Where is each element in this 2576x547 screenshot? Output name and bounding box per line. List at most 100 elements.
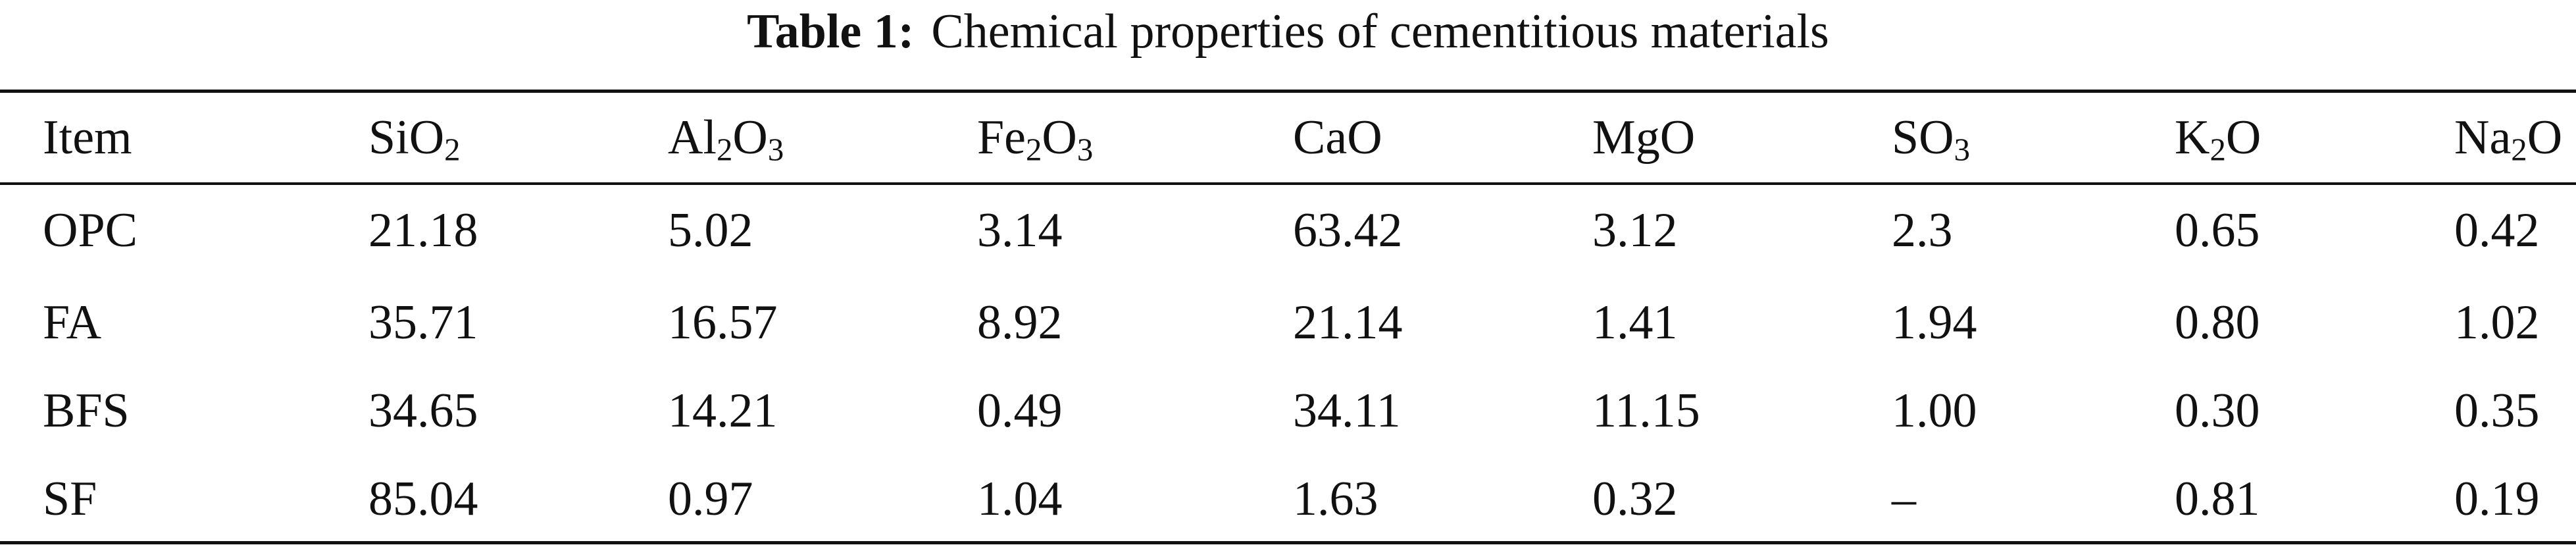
cell-value: 1.41 [1592,295,1678,350]
cell-value: 16.57 [668,295,778,350]
table-row: BFS 34.65 14.21 0.49 34.11 11.15 1.00 0.30 0.35 [0,367,2576,455]
formula-base: Si [368,110,409,165]
column-header: K2O [2132,93,2412,182]
table-cell: 21.18 [326,182,625,278]
table-caption-label: Table 1: [747,5,915,59]
table-cell: 16.57 [625,278,934,367]
table-cell: 5.02 [625,182,934,278]
row-label: SF [43,471,97,526]
formula-subscript: 2 [2210,131,2226,168]
table-cell: 35.71 [326,278,625,367]
cell-value: 1.04 [977,471,1063,526]
table-cell: 0.65 [2132,182,2412,278]
row-label-cell: FA [0,278,326,367]
column-header-label: MgO [1550,110,1695,166]
column-header: Na2O [2412,93,2576,182]
formula-base: CaO [1293,110,1382,165]
cell-value: 3.12 [1592,203,1678,257]
cell-value: 0.19 [2454,471,2540,526]
column-header: Item [0,93,326,182]
formula-base: K [2175,110,2210,165]
table-cell: 34.11 [1250,367,1550,455]
row-label: BFS [43,383,130,438]
column-header-label: CaO [1250,110,1382,166]
table-cell: 0.97 [625,455,934,543]
column-header: MgO [1550,93,1849,182]
cell-value: 34.65 [368,383,478,438]
table-cell: 0.35 [2412,367,2576,455]
column-header: Al2O3 [625,93,934,182]
table-cell: 85.04 [326,455,625,543]
column-header-label: Fe2O3 [934,110,1093,166]
cell-value: 0.97 [668,471,753,526]
column-header-label: Al2O3 [625,110,784,166]
cell-value: 0.42 [2454,203,2540,257]
table-header-rule [0,182,2576,185]
table-cell: 3.12 [1550,182,1849,278]
formula-base: Item [43,110,132,165]
table-body: OPC 21.18 5.02 3.14 63.42 3.12 2.3 0.65 0.42 FA 35… [0,182,2576,543]
chemical-properties-table: Item SiO2 Al2O3 Fe2O3 CaO MgO SO3 K2O Na2O OPC 21… [0,93,2576,543]
column-header-label: Item [0,110,132,166]
table-cell: 2.3 [1849,182,2132,278]
formula-base: O [1042,110,1077,165]
column-header-label: SO3 [1849,110,1970,166]
formula-base: MgO [1592,110,1696,165]
table-cell: 11.15 [1550,367,1849,455]
column-header-label: Na2O [2412,110,2562,166]
row-label-cell: BFS [0,367,326,455]
formula-subscript: 2 [444,131,461,168]
cell-value: 0.35 [2454,383,2540,438]
cell-value: 1.00 [1892,383,1977,438]
table-cell: 0.32 [1550,455,1849,543]
cell-value: 1.02 [2454,295,2540,350]
formula-base: Na [2454,110,2512,165]
table-cell: 1.63 [1250,455,1550,543]
cell-value: 0.81 [2175,471,2260,526]
table-cell: 3.14 [934,182,1250,278]
cell-value: 1.63 [1293,471,1378,526]
table-caption: Table 1: Chemical properties of cementiti… [0,0,2576,79]
column-header: Fe2O3 [934,93,1250,182]
table-cell: 0.80 [2132,278,2412,367]
table-cell: 63.42 [1250,182,1550,278]
cell-value: 8.92 [977,295,1063,350]
formula-subscript: 2 [717,131,733,168]
cell-value: 35.71 [368,295,478,350]
table-cell: 8.92 [934,278,1250,367]
cell-value: 11.15 [1592,383,1700,438]
table-cell: 0.19 [2412,455,2576,543]
table-cell: 0.30 [2132,367,2412,455]
formula-subscript: 3 [1954,131,1971,168]
row-label-cell: OPC [0,182,326,278]
cell-value: 14.21 [668,383,778,438]
table-bottom-rule [0,541,2576,544]
cell-value: 0.80 [2175,295,2260,350]
formula-base: Fe [977,110,1026,165]
cell-value: 85.04 [368,471,478,526]
cell-value: 0.65 [2175,203,2260,257]
table-row: SF 85.04 0.97 1.04 1.63 0.32 – 0.81 0.19 [0,455,2576,543]
formula-subscript: 3 [767,131,784,168]
cell-value: 34.11 [1293,383,1401,438]
table-cell: 14.21 [625,367,934,455]
table-row: OPC 21.18 5.02 3.14 63.42 3.12 2.3 0.65 0.42 [0,182,2576,278]
table-cell: 1.00 [1849,367,2132,455]
cell-value: – [1892,471,1916,526]
formula-base: O [2225,110,2261,165]
formula-base: SO [1892,110,1954,165]
formula-subscript: 2 [1026,131,1042,168]
table-cell: 1.41 [1550,278,1849,367]
formula-base: O [2527,110,2563,165]
cell-value: 63.42 [1293,203,1403,257]
table-cell: 1.02 [2412,278,2576,367]
cell-value: 0.32 [1592,471,1678,526]
row-label: FA [43,295,102,350]
table-top-rule [0,90,2576,93]
table-cell: – [1849,455,2132,543]
formula-base: O [732,110,768,165]
table-cell: 34.65 [326,367,625,455]
column-header-label: SiO2 [326,110,461,166]
cell-value: 0.49 [977,383,1063,438]
cell-value: 21.18 [368,203,478,257]
